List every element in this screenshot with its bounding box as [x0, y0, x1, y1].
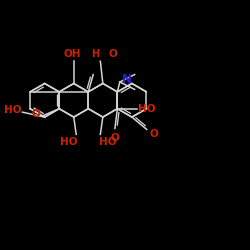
Text: O: O — [31, 109, 40, 119]
Text: HO: HO — [4, 105, 21, 115]
Text: HO: HO — [60, 137, 78, 147]
Text: H: H — [91, 49, 100, 59]
Text: HO: HO — [99, 137, 116, 147]
Text: O: O — [108, 49, 117, 59]
Text: O: O — [110, 133, 119, 143]
Text: HO: HO — [138, 104, 156, 114]
Text: OH: OH — [64, 49, 81, 59]
Text: O: O — [150, 130, 158, 140]
Text: N: N — [122, 73, 132, 86]
